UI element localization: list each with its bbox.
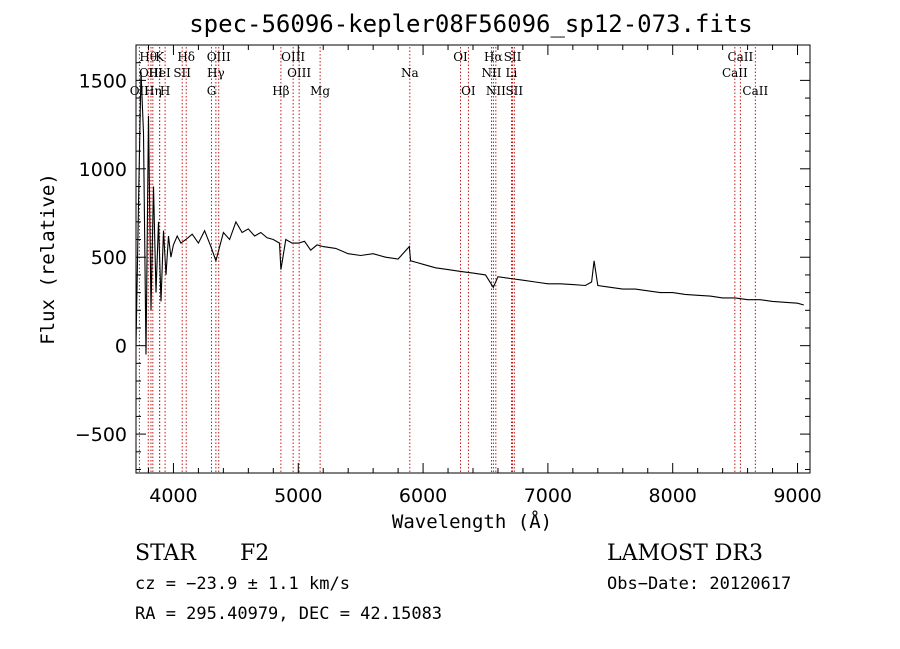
x-tick-label: 9000 (773, 485, 821, 507)
survey-name: LAMOST DR3 (607, 541, 763, 566)
emission-line-label: Hη (144, 84, 162, 98)
emission-line-label: SII (504, 50, 522, 64)
y-axis-ticks: −500 0 500 1000 1500 (75, 44, 810, 470)
emission-line-label: OIII (139, 66, 163, 80)
emission-line-label: OI (461, 84, 476, 98)
x-axis-label: Wavelength (Å) (392, 510, 552, 533)
emission-line-label: Hβ (272, 84, 289, 98)
emission-line-label: OIII (207, 50, 231, 64)
emission-line-label: SII (505, 84, 523, 98)
emission-line-label: OIII (281, 50, 305, 64)
emission-line-label: Mg (310, 84, 330, 98)
chart-title: spec-56096-kepler08F56096_sp12-073.fits (189, 10, 753, 38)
x-tick-label: 8000 (649, 485, 697, 507)
x-tick-label: 6000 (399, 485, 447, 507)
emission-line-label: G (207, 84, 217, 98)
emission-line-label: OI (453, 50, 468, 64)
x-tick-label: 5000 (274, 485, 322, 507)
emission-line-label: Li (506, 66, 518, 80)
emission-line-label: Hα (484, 50, 503, 64)
emission-line-label: CaII (727, 50, 753, 64)
emission-line-label: Hθ (139, 50, 157, 64)
x-axis-ticks: 4000 5000 6000 7000 8000 9000 (147, 45, 822, 507)
emission-line-markers (138, 47, 756, 473)
object-subclass: F2 (240, 541, 269, 566)
y-tick-label: 500 (91, 247, 127, 269)
emission-line-label: CaII (722, 66, 748, 80)
redshift-value: cz = −23.9 ± 1.1 km/s (135, 574, 350, 594)
y-tick-label: 1500 (79, 70, 127, 92)
x-tick-label: 4000 (149, 485, 197, 507)
x-tick-label: 7000 (524, 485, 572, 507)
emission-line-label: K (155, 50, 165, 64)
plot-frame (135, 44, 811, 474)
spectrum-line (135, 71, 804, 355)
emission-line-label: NII (481, 66, 501, 80)
y-tick-label: 1000 (79, 159, 127, 181)
emission-line-label: OII (130, 84, 150, 98)
emission-line-label: NII (486, 84, 506, 98)
emission-line-label: OIII (287, 66, 311, 80)
emission-line-label: HeI (148, 66, 171, 80)
emission-line-label: SII (173, 66, 191, 80)
y-tick-label: −500 (75, 424, 127, 446)
emission-line-label: Hδ (177, 50, 195, 64)
emission-line-label: H (160, 84, 170, 98)
object-class: STAR (135, 541, 197, 566)
observation-date: Obs−Date: 20120617 (607, 574, 791, 594)
y-tick-label: 0 (115, 336, 127, 358)
coordinates: RA = 295.40979, DEC = 42.15083 (135, 604, 442, 624)
emission-line-label: Na (401, 66, 419, 80)
emission-line-label: Hγ (207, 66, 225, 80)
y-axis-label: Flux (relative) (37, 173, 59, 345)
emission-line-label: CaII (742, 84, 768, 98)
